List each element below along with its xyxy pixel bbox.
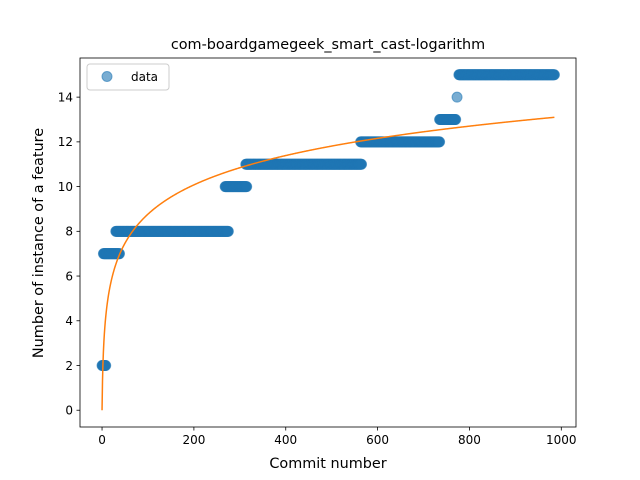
x-axis-label: Commit number xyxy=(269,456,386,472)
y-tick-label: 12 xyxy=(58,135,73,149)
x-tick-label: 600 xyxy=(366,433,389,447)
x-tick-label: 200 xyxy=(182,433,205,447)
x-tick-label: 800 xyxy=(458,433,481,447)
legend-marker xyxy=(101,71,113,82)
x-tick-label: 0 xyxy=(98,433,106,447)
legend: data xyxy=(86,63,170,91)
y-axis-label: Number of instance of a feature xyxy=(31,128,47,358)
fit-curve xyxy=(101,116,555,411)
y-tick-label: 0 xyxy=(65,404,73,418)
legend-box xyxy=(86,63,170,91)
data-point xyxy=(356,158,368,170)
plot-frame xyxy=(79,57,577,428)
plot-area xyxy=(96,69,560,411)
y-tick-label: 8 xyxy=(65,225,73,239)
data-point xyxy=(434,136,446,148)
y-tick-label: 10 xyxy=(58,180,73,194)
y-tick-label: 6 xyxy=(65,269,73,283)
x-tick-label: 1000 xyxy=(546,433,577,447)
x-tick-label: 400 xyxy=(274,433,297,447)
legend-label: data xyxy=(131,70,158,84)
axes: 0 200 400 600 800 1000 0 2 4 6 8 10 12 14 xyxy=(58,57,577,447)
y-tick-label: 4 xyxy=(65,314,73,328)
data-point xyxy=(241,181,253,193)
chart-title: com-boardgamegeek_smart_cast-logarithm xyxy=(171,37,485,53)
y-tick-label: 14 xyxy=(58,90,73,104)
data-point xyxy=(451,91,463,103)
y-tick-label: 2 xyxy=(65,359,73,373)
data-point xyxy=(222,225,234,237)
data-point xyxy=(548,69,560,81)
data-point xyxy=(450,114,462,125)
